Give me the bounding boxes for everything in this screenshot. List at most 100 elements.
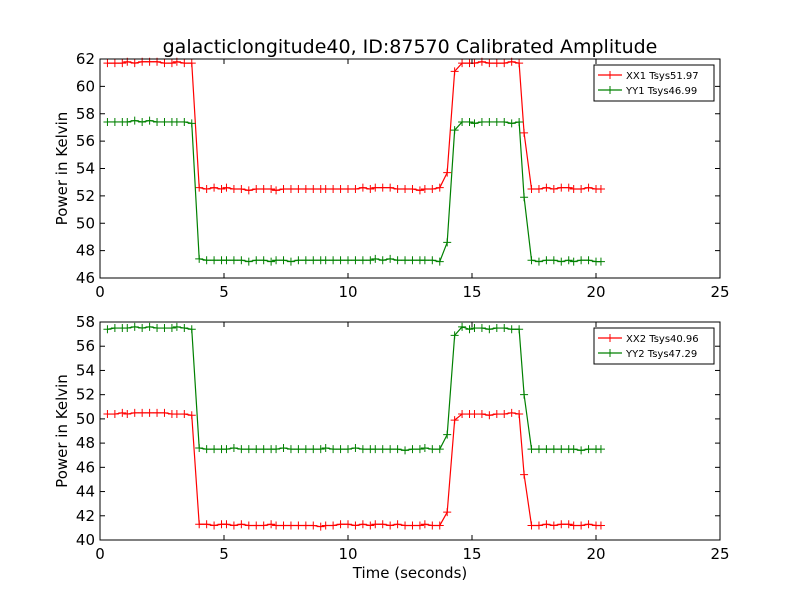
data-point [408,185,417,194]
data-point [252,445,261,454]
y-tick-label: 48 [76,242,95,260]
data-point [458,117,467,126]
data-point [259,521,268,530]
data-point [371,254,380,263]
data-point [145,322,154,331]
data-point [351,443,360,452]
y-tick-label: 54 [76,160,95,178]
data-point [351,521,360,530]
data-point [549,185,558,194]
data-point [358,256,367,265]
data-point [210,521,219,530]
y-tick-label: 60 [76,77,95,95]
data-point [542,183,551,192]
data-point [569,185,578,194]
data-point [458,410,467,419]
data-point [500,324,509,333]
data-point [244,445,253,454]
data-point [344,520,352,529]
data-point [557,257,566,266]
data-point [259,445,268,454]
data-point [267,185,276,194]
series-1 [103,57,605,195]
data-point [458,59,467,68]
data-point [138,324,147,333]
data-point [401,256,410,265]
data-point [408,445,417,454]
data-point [492,410,501,419]
data-point [527,521,536,530]
data-point [386,521,395,530]
data-point [222,256,231,265]
y-tick-label: 48 [76,434,95,452]
data-point [180,59,189,68]
y-tick-label: 44 [76,483,95,501]
data-point [393,520,402,529]
data-point [415,186,424,195]
legend-marker [606,334,614,342]
data-point [378,183,387,192]
data-point [386,183,395,192]
data-point [485,117,494,126]
x-tick-label: 5 [219,545,229,563]
data-point [492,59,501,68]
data-point [492,324,501,333]
data-point [103,325,112,334]
data-point [393,185,402,194]
data-point [485,325,494,334]
legend: XX1 Tsys51.97 YY1 Tsys46.99 [593,64,715,102]
y-tick-label: 40 [76,531,95,549]
data-point [584,256,593,265]
data-point [237,185,246,194]
data-point [229,443,238,452]
data-point [172,410,181,419]
data-point [420,256,429,265]
data-point [217,185,226,194]
data-point [259,256,268,265]
data-point [500,117,509,126]
data-point [210,445,219,454]
figure-title: galacticlongitude40, ID:87570 Calibrated… [163,36,658,58]
data-point [301,256,310,265]
data-point [329,256,338,265]
y-tick-label: 58 [76,105,95,123]
data-point [244,257,253,266]
data-point [450,67,459,76]
data-point [366,256,375,265]
data-point [344,185,352,194]
data-point [477,410,486,419]
data-point [470,410,479,419]
x-tick-label: 20 [586,545,605,563]
data-point [301,445,310,454]
data-point [401,521,410,530]
data-point [577,446,586,455]
data-point [180,324,189,333]
data-point [344,256,352,265]
data-point [267,520,276,529]
data-point [145,408,154,417]
data-point [329,521,338,530]
data-point [130,408,139,417]
data-point [378,256,387,265]
data-point [294,256,303,265]
data-point [515,410,524,419]
y-tick-label: 46 [76,458,95,476]
data-point [408,256,417,265]
data-point [507,408,516,417]
legend-entry: XX1 Tsys51.97 [626,71,699,82]
data-point [130,322,139,331]
data-point [252,185,261,194]
data-point [272,445,281,454]
data-point [344,445,352,454]
data-point [110,117,119,126]
data-point [172,322,181,331]
data-point [435,445,444,454]
data-point [210,183,219,192]
x-tick-label: 20 [586,283,605,301]
data-point [286,445,295,454]
data-point [202,520,211,529]
data-point [187,325,196,334]
data-point [222,445,231,454]
data-point [229,256,238,265]
